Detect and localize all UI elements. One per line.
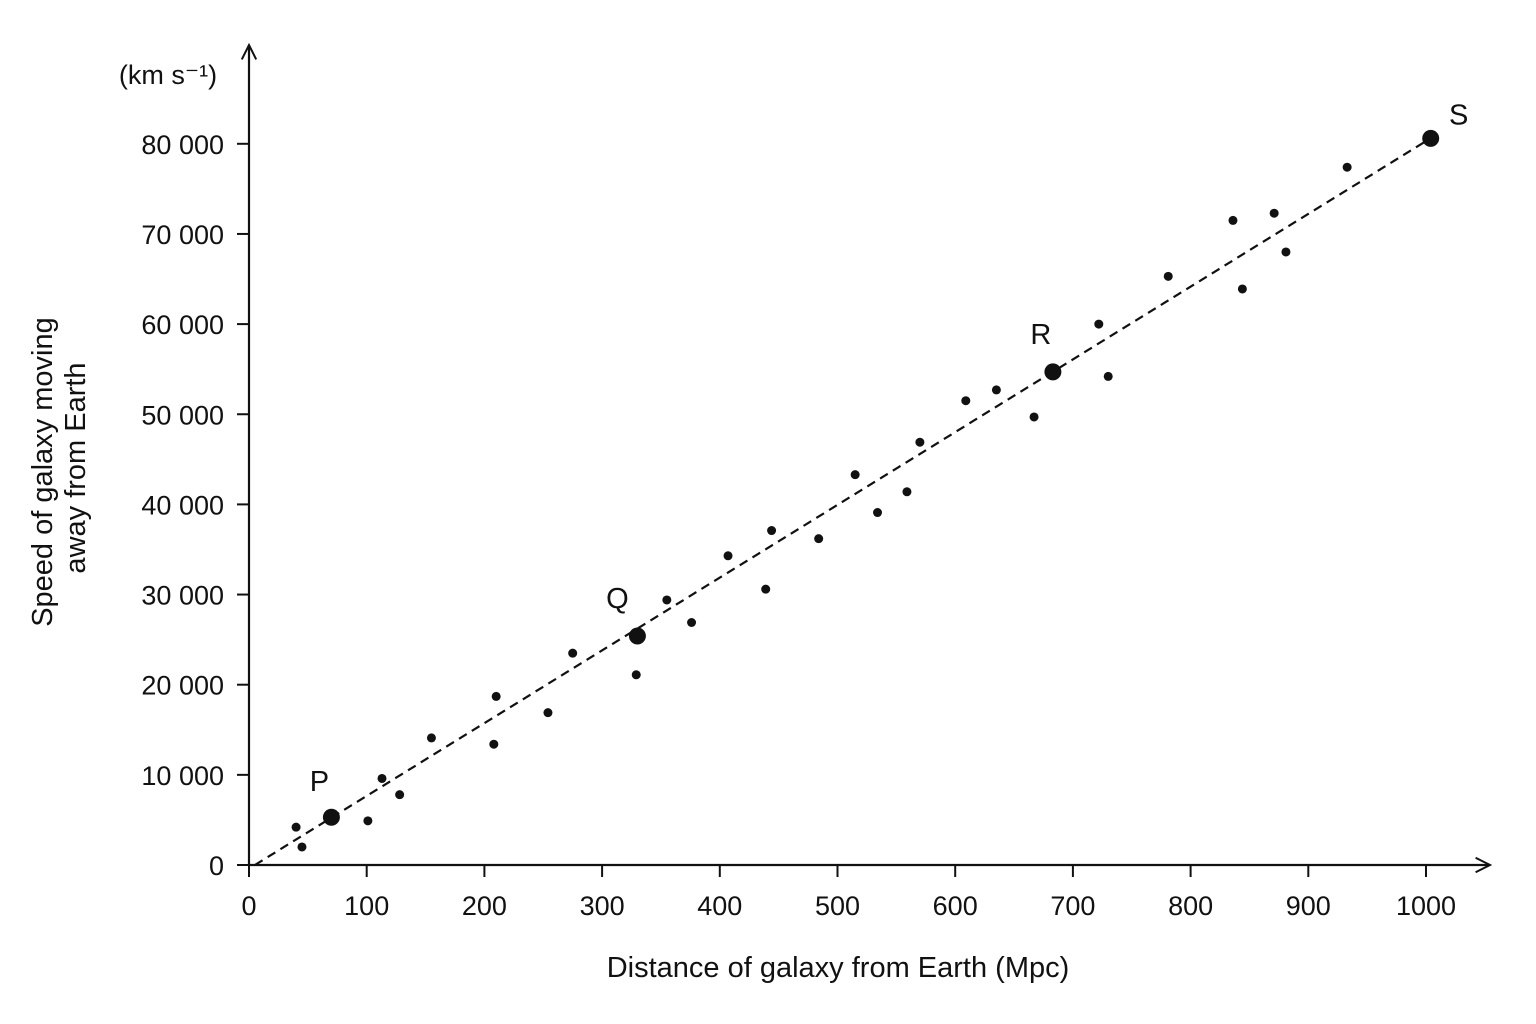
y-axis-title: Speed of galaxy moving away from Earth — [27, 309, 92, 627]
labeled-point-s — [1422, 129, 1440, 147]
x-tick-label: 500 — [815, 891, 860, 921]
labeled-point-q — [628, 627, 646, 645]
best-fit-line — [254, 136, 1433, 866]
data-point — [761, 584, 771, 594]
labeled-point-r — [1044, 363, 1062, 381]
data-point — [1281, 247, 1291, 257]
data-point — [850, 470, 860, 480]
x-tick-label: 900 — [1286, 891, 1331, 921]
data-points — [291, 162, 1352, 852]
point-label-q: Q — [606, 583, 629, 615]
data-point — [543, 708, 553, 718]
y-axis-ticks: 0 10 000 20 000 30 000 40 000 50 000 60 000 70 … — [141, 130, 249, 881]
y-tick-label: 10 000 — [141, 761, 224, 791]
labeled-points: P Q R S — [310, 99, 1468, 826]
y-tick-label: 60 000 — [141, 310, 224, 340]
y-tick-label: 40 000 — [141, 490, 224, 520]
x-tick-label: 200 — [462, 891, 507, 921]
data-point — [662, 595, 672, 605]
data-point — [767, 526, 777, 536]
data-point — [377, 773, 387, 783]
x-tick-label: 100 — [344, 891, 389, 921]
data-point — [297, 842, 307, 852]
x-tick-label: 1000 — [1396, 891, 1456, 921]
y-tick-label: 80 000 — [141, 130, 224, 160]
data-point — [1094, 319, 1104, 329]
y-tick-label: 50 000 — [141, 400, 224, 430]
data-point — [291, 822, 301, 832]
data-point — [1228, 215, 1238, 225]
data-point — [961, 396, 971, 406]
x-tick-label: 0 — [241, 891, 256, 921]
y-tick-label: 20 000 — [141, 671, 224, 701]
data-point — [723, 551, 733, 561]
data-point — [1103, 371, 1113, 381]
data-point — [363, 816, 373, 826]
y-tick-label: 30 000 — [141, 581, 224, 611]
trend-line-group — [254, 136, 1433, 866]
data-point — [915, 437, 925, 447]
x-axis-title: Distance of galaxy from Earth (Mpc) — [607, 952, 1070, 984]
y-axis-unit: (km s⁻¹) — [119, 60, 217, 90]
data-point — [395, 790, 405, 800]
y-tick-label: 0 — [209, 851, 224, 881]
point-label-r: R — [1030, 319, 1051, 351]
axes — [249, 45, 1490, 865]
data-point — [814, 534, 824, 544]
data-point — [1237, 284, 1247, 294]
data-point — [631, 670, 641, 680]
data-point — [568, 648, 578, 658]
data-point — [491, 691, 501, 701]
x-tick-label: 600 — [933, 891, 978, 921]
data-point — [1342, 162, 1352, 172]
x-axis-ticks: 0 100 200 300 400 500 600 700 800 900 1000 — [241, 865, 1456, 921]
data-point — [991, 385, 1001, 395]
data-point — [489, 739, 499, 749]
data-point — [426, 733, 436, 743]
y-axis-title-line-1: Speed of galaxy moving — [27, 317, 59, 627]
data-point — [1269, 208, 1279, 218]
data-point — [1029, 412, 1039, 422]
y-tick-label: 70 000 — [141, 220, 224, 250]
x-tick-label: 300 — [580, 891, 625, 921]
data-point — [902, 487, 912, 497]
labeled-point-p — [322, 808, 340, 826]
data-point — [1163, 271, 1173, 281]
data-point — [687, 617, 697, 627]
data-point — [873, 508, 883, 518]
x-tick-label: 700 — [1050, 891, 1095, 921]
point-label-p: P — [310, 766, 329, 798]
y-axis-title-line-2: away from Earth — [60, 362, 92, 573]
x-tick-label: 800 — [1168, 891, 1213, 921]
x-tick-label: 400 — [697, 891, 742, 921]
point-label-s: S — [1449, 99, 1468, 131]
